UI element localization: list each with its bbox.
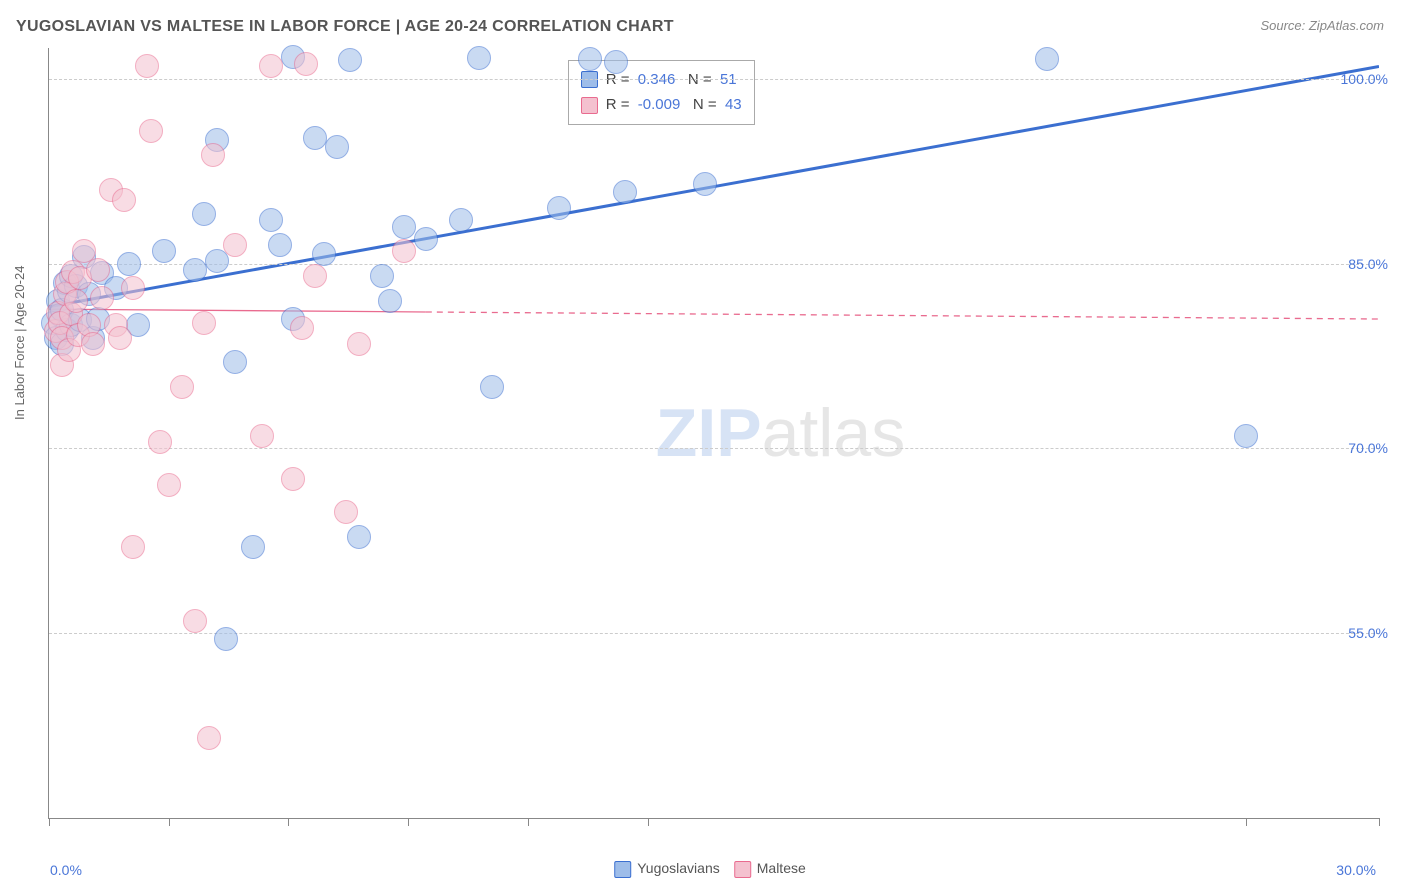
x-tick [528,818,529,826]
data-point [547,196,571,220]
data-point [223,233,247,257]
data-point [613,180,637,204]
data-point [81,332,105,356]
legend-swatch [614,861,631,878]
data-point [135,54,159,78]
data-point [347,332,371,356]
x-tick [49,818,50,826]
y-tick-label: 100.0% [1341,71,1388,87]
data-point [183,609,207,633]
data-point [347,525,371,549]
data-point [414,227,438,251]
data-point [192,202,216,226]
x-axis-min-label: 0.0% [50,862,82,878]
data-point [259,208,283,232]
data-point [281,467,305,491]
x-tick [648,818,649,826]
data-point [480,375,504,399]
data-point [112,188,136,212]
data-point [392,239,416,263]
data-point [338,48,362,72]
data-point [183,258,207,282]
legend-swatch [734,861,751,878]
data-point [152,239,176,263]
gridline-horizontal [49,633,1379,634]
scatter-plot: ZIPatlas R = 0.346 N = 51R = -0.009 N = … [48,48,1379,819]
data-point [121,276,145,300]
data-point [139,119,163,143]
data-point [214,627,238,651]
x-tick [169,818,170,826]
x-axis-max-label: 30.0% [1336,862,1376,878]
stats-row: R = -0.009 N = 43 [581,92,742,118]
data-point [121,535,145,559]
data-point [1234,424,1258,448]
data-point [157,473,181,497]
data-point [223,350,247,374]
data-point [250,424,274,448]
data-point [117,252,141,276]
data-point [578,47,602,71]
data-point [197,726,221,750]
data-point [290,316,314,340]
data-point [148,430,172,454]
x-tick [288,818,289,826]
data-point [449,208,473,232]
data-point [268,233,292,257]
legend-label: Yugoslavians [637,860,720,876]
data-point [108,326,132,350]
data-point [201,143,225,167]
data-point [325,135,349,159]
data-point [1035,47,1059,71]
source-attribution: Source: ZipAtlas.com [1260,18,1384,33]
data-point [259,54,283,78]
chart-title: YUGOSLAVIAN VS MALTESE IN LABOR FORCE | … [16,18,674,36]
data-point [312,242,336,266]
data-point [604,50,628,74]
data-point [334,500,358,524]
data-point [241,535,265,559]
trend-lines [49,48,1379,818]
y-axis-label: In Labor Force | Age 20-24 [12,266,27,420]
data-point [192,311,216,335]
gridline-horizontal [49,448,1379,449]
legend-label: Maltese [757,860,806,876]
data-point [64,289,88,313]
y-tick-label: 70.0% [1348,440,1388,456]
watermark-text: ZIPatlas [656,394,905,472]
x-tick [408,818,409,826]
data-point [392,215,416,239]
data-point [467,46,491,70]
series-legend: Yugoslavians Maltese [600,860,806,878]
data-point [370,264,394,288]
y-tick-label: 55.0% [1348,625,1388,641]
data-point [303,264,327,288]
data-point [294,52,318,76]
data-point [303,126,327,150]
data-point [170,375,194,399]
gridline-horizontal [49,264,1379,265]
data-point [693,172,717,196]
data-point [378,289,402,313]
y-tick-label: 85.0% [1348,256,1388,272]
data-point [86,258,110,282]
gridline-horizontal [49,79,1379,80]
data-point [90,286,114,310]
x-tick [1246,818,1247,826]
x-tick [1379,818,1380,826]
